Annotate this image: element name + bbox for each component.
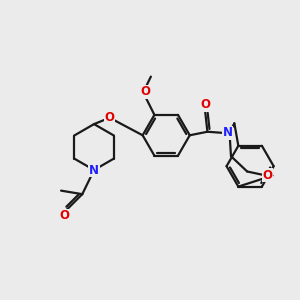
Text: O: O xyxy=(263,169,273,182)
Text: O: O xyxy=(141,85,151,98)
Text: N: N xyxy=(222,126,233,139)
Text: O: O xyxy=(200,98,210,111)
Text: N: N xyxy=(89,164,99,176)
Text: O: O xyxy=(60,209,70,222)
Text: O: O xyxy=(104,111,114,124)
